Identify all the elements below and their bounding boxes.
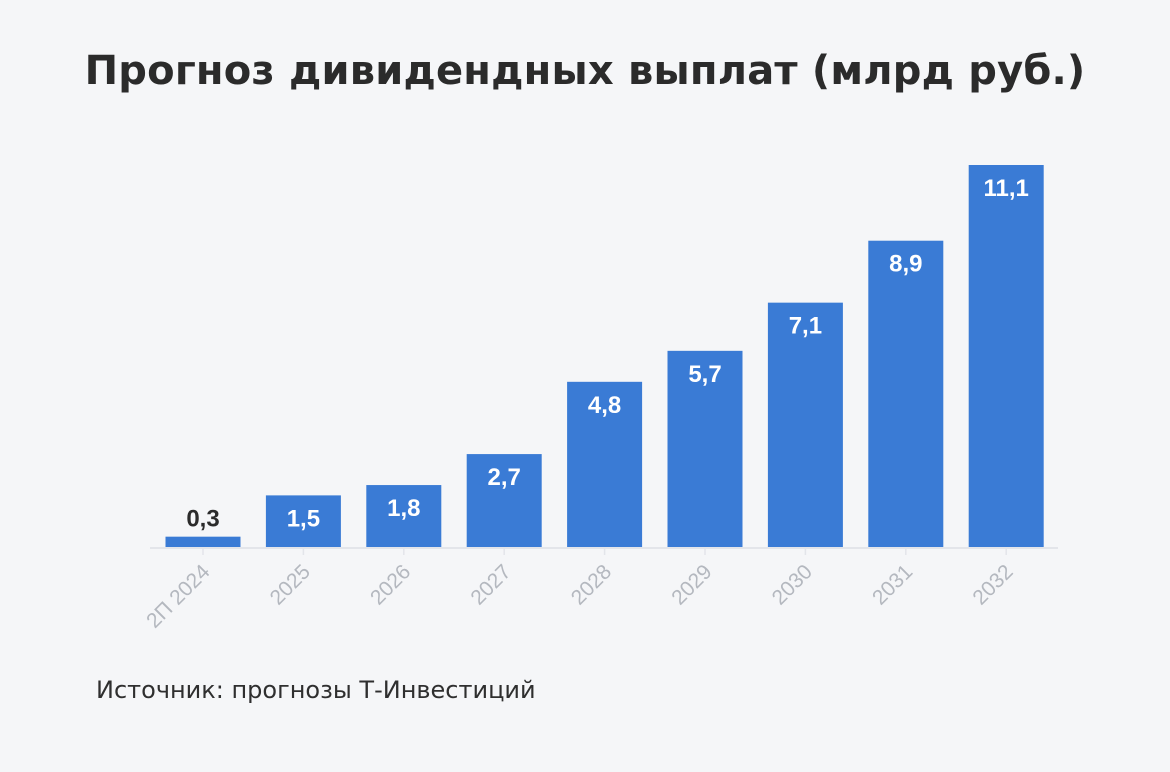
source-note: Источник: прогнозы Т-Инвестиций: [96, 676, 536, 704]
x-tick-label: 2032: [968, 560, 1017, 609]
bar: [767, 302, 843, 547]
bar: [667, 350, 743, 547]
x-tick-label: 2028: [567, 560, 616, 609]
bar-value-label: 1,8: [387, 495, 420, 522]
x-tick-label: 2029: [667, 560, 716, 609]
bar-value-label: 2,7: [488, 464, 521, 491]
bar: [968, 165, 1044, 547]
bar-value-label: 11,1: [984, 175, 1029, 202]
bar-value-label: 4,8: [588, 392, 621, 419]
chart-title: Прогноз дивидендных выплат (млрд руб.): [84, 48, 1086, 94]
bar: [567, 381, 643, 547]
bar: [466, 454, 542, 547]
bar-value-label: 8,9: [889, 251, 922, 278]
bar-value-label: 0,3: [186, 506, 219, 533]
x-tick-label: 2031: [868, 560, 917, 609]
x-tick-label: 2030: [768, 560, 817, 609]
bar-value-label: 7,1: [789, 313, 822, 340]
bar: [265, 495, 341, 547]
bar-value-label: 1,5: [287, 505, 320, 532]
x-tick-label: 2П 2024: [142, 560, 215, 633]
x-tick-label: 2025: [266, 560, 315, 609]
x-tick-label: 2026: [366, 560, 415, 609]
bar: [868, 240, 944, 547]
x-tick-label: 2027: [466, 560, 515, 609]
bar: [366, 485, 442, 547]
bar-value-label: 5,7: [688, 361, 721, 388]
bar: [165, 536, 241, 547]
